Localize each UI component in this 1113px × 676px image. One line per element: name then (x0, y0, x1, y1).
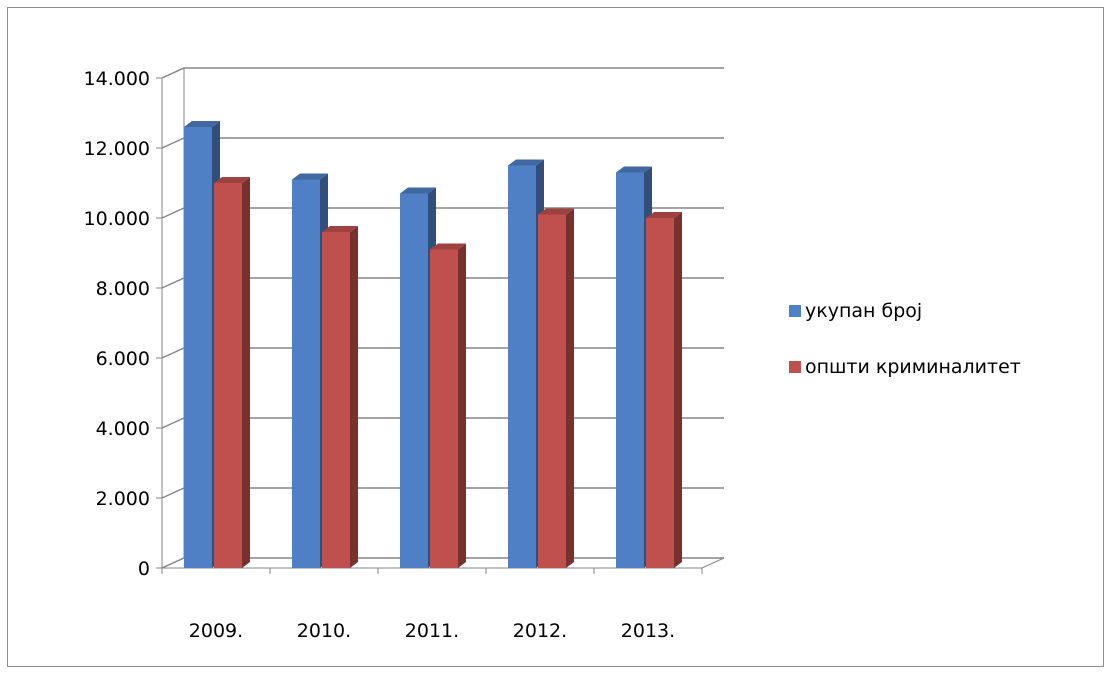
y-tick-label: 10.000 (84, 208, 150, 230)
bar-front (616, 172, 644, 568)
legend-entry: општи криминалитет (789, 356, 1021, 378)
x-tick-labels: 2009. 2010. 2011. 2012. 2013. (189, 620, 675, 642)
bar (214, 177, 250, 568)
bar-top (322, 226, 358, 232)
bar-side (566, 208, 574, 568)
bar-front (646, 218, 674, 568)
bar (538, 208, 574, 568)
legend: укупан број општи криминалитет (789, 300, 1021, 378)
bar-front (184, 127, 212, 568)
bar-front (508, 165, 536, 568)
y-tick-label: 6.000 (96, 348, 150, 370)
y-tick-label: 4.000 (96, 418, 150, 440)
y-tick-label: 14.000 (84, 68, 150, 90)
bars (184, 121, 682, 568)
bar-side (674, 212, 682, 568)
y-tick-label: 2.000 (96, 488, 150, 510)
legend-swatch (789, 361, 801, 373)
bar-front (214, 183, 242, 568)
bar-front (400, 193, 428, 568)
bar-side (242, 177, 250, 568)
x-tick-label: 2011. (405, 620, 459, 642)
bar-front (322, 232, 350, 568)
x-tick-label: 2009. (189, 620, 243, 642)
legend-swatch (789, 305, 801, 317)
bar-top (430, 243, 466, 250)
bar-top (292, 173, 328, 180)
bar-side (350, 226, 358, 568)
bar-top (616, 166, 652, 173)
bar-top (508, 159, 544, 166)
y-tick-label: 0 (138, 558, 150, 580)
gridline (161, 137, 724, 149)
y-tick-label: 8.000 (96, 278, 150, 300)
bar-front (430, 249, 458, 568)
bar-top (646, 212, 682, 218)
bar-top (538, 208, 574, 215)
bar-top (214, 177, 250, 183)
y-tick-labels: 0 2.000 4.000 6.000 8.000 10.000 12.000 14.000 (84, 68, 150, 580)
y-tick-label: 12.000 (84, 138, 150, 160)
bar-chart: 02.0004.0006.0008.00010.00012.00014.000 … (84, 67, 1021, 642)
bar-front (292, 179, 320, 568)
chart-frame: 0 2.000 4.000 6.000 8.000 10.000 12.000 14.000 … (7, 7, 1104, 667)
x-tick-label: 2013. (621, 620, 675, 642)
bar (430, 243, 466, 568)
legend-label: општи криминалитет (805, 356, 1021, 378)
x-tick-label: 2010. (297, 620, 351, 642)
gridline (161, 67, 724, 79)
legend-entry: укупан број (789, 300, 922, 322)
bar-side (458, 243, 466, 568)
bar-top (400, 187, 436, 194)
bar-top (184, 121, 220, 127)
bar (322, 226, 358, 568)
legend-label: укупан број (805, 300, 922, 322)
x-tick-label: 2012. (513, 620, 567, 642)
bar (646, 212, 682, 568)
bar-front (538, 214, 566, 568)
